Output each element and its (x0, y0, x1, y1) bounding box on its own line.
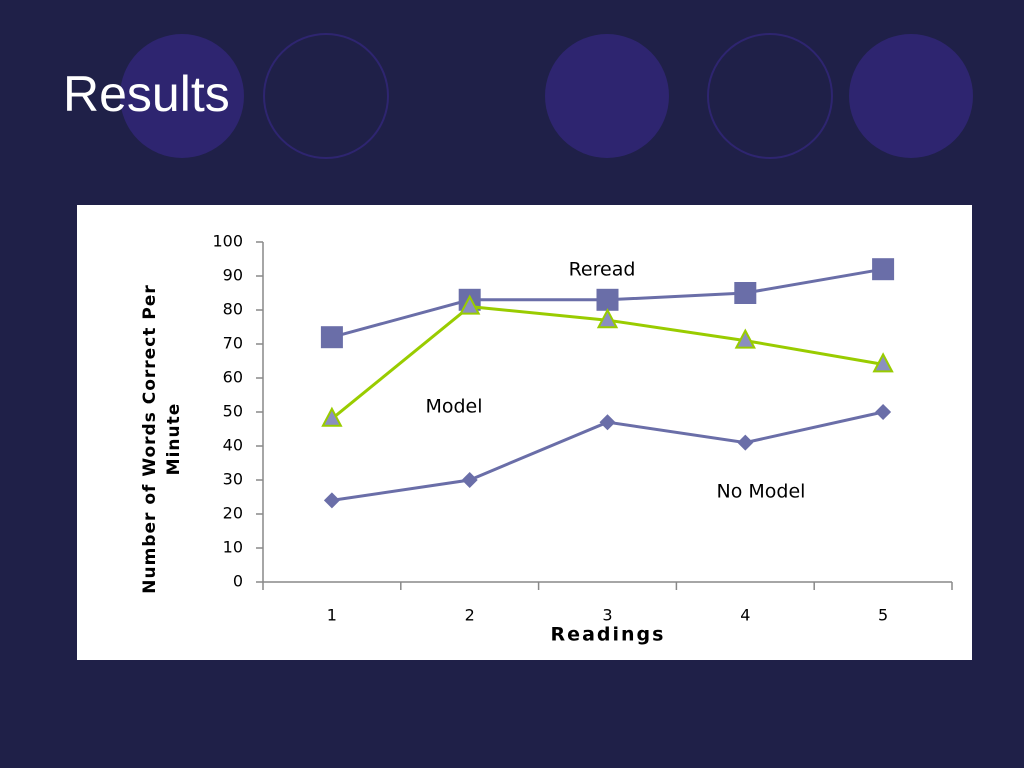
point (872, 352, 894, 373)
y-tick-label: 10 (223, 538, 243, 557)
y-tick-label: 50 (223, 402, 243, 421)
point (872, 258, 895, 281)
decor-circle (545, 34, 669, 158)
x-tick-label: 1 (327, 606, 337, 625)
slide-title: Results (63, 66, 230, 122)
point (734, 328, 756, 349)
y-tick-label: 40 (223, 436, 243, 455)
point (596, 308, 619, 329)
point (459, 294, 481, 315)
chart-panel (77, 205, 972, 660)
y-tick-label: 80 (223, 300, 243, 319)
x-tick-label: 4 (740, 606, 750, 625)
y-tick-label: 70 (223, 334, 243, 353)
decor-circle (263, 33, 389, 159)
decor-circle (849, 34, 973, 158)
point (737, 434, 754, 451)
series-label: No Model (717, 481, 806, 503)
y-tick-label: 100 (212, 232, 243, 251)
y-tick-label: 60 (223, 368, 243, 387)
y-tick-label: 20 (223, 504, 243, 523)
y-axis-title: Number of Words Correct Per Minute (140, 284, 184, 594)
y-tick-label: 0 (233, 572, 243, 591)
y-tick-label: 30 (223, 470, 243, 489)
point (875, 404, 892, 420)
x-tick-label: 5 (878, 606, 888, 625)
x-tick-label: 2 (465, 606, 475, 625)
point (461, 472, 478, 488)
decor-circle (120, 34, 244, 158)
x-axis-title: Readings (551, 624, 666, 646)
point (734, 282, 757, 304)
y-tick-label: 90 (223, 266, 243, 285)
x-tick-label: 3 (602, 606, 612, 625)
point (323, 492, 340, 509)
point (321, 406, 343, 427)
series-label: Model (425, 396, 482, 418)
point (320, 326, 343, 349)
point (599, 414, 616, 431)
series-label: Reread (569, 259, 636, 281)
decor-circle (707, 33, 833, 159)
point (596, 288, 619, 311)
